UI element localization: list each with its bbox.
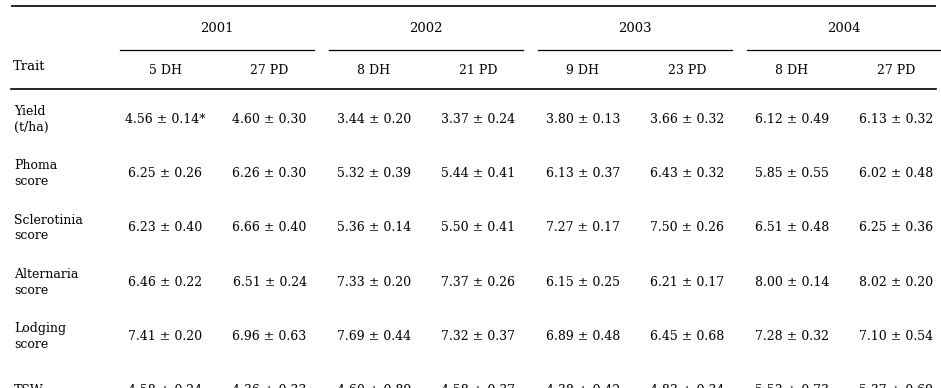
Text: 8.00 ± 0.14: 8.00 ± 0.14 (755, 276, 829, 289)
Text: 6.15 ± 0.25: 6.15 ± 0.25 (546, 276, 620, 289)
Text: Alternaria
score: Alternaria score (14, 268, 78, 296)
Text: 7.37 ± 0.26: 7.37 ± 0.26 (441, 276, 516, 289)
Text: 2002: 2002 (409, 22, 443, 35)
Text: 4.36 ± 0.33: 4.36 ± 0.33 (232, 385, 307, 388)
Text: 4.38 ± 0.42: 4.38 ± 0.42 (546, 385, 620, 388)
Text: 6.12 ± 0.49: 6.12 ± 0.49 (755, 113, 829, 126)
Text: 7.41 ± 0.20: 7.41 ± 0.20 (128, 330, 202, 343)
Text: 8 DH: 8 DH (775, 64, 808, 77)
Text: 3.44 ± 0.20: 3.44 ± 0.20 (337, 113, 411, 126)
Text: 6.46 ± 0.22: 6.46 ± 0.22 (128, 276, 202, 289)
Text: 6.13 ± 0.32: 6.13 ± 0.32 (859, 113, 933, 126)
Text: 6.51 ± 0.24: 6.51 ± 0.24 (232, 276, 307, 289)
Text: 4.60 ± 0.89: 4.60 ± 0.89 (337, 385, 411, 388)
Text: 6.25 ± 0.36: 6.25 ± 0.36 (859, 222, 933, 234)
Text: 6.89 ± 0.48: 6.89 ± 0.48 (546, 330, 620, 343)
Text: 6.25 ± 0.26: 6.25 ± 0.26 (128, 167, 202, 180)
Text: 6.66 ± 0.40: 6.66 ± 0.40 (232, 222, 307, 234)
Text: 7.27 ± 0.17: 7.27 ± 0.17 (546, 222, 620, 234)
Text: Yield
(t/ha): Yield (t/ha) (14, 105, 49, 133)
Text: 7.69 ± 0.44: 7.69 ± 0.44 (337, 330, 411, 343)
Text: 2003: 2003 (618, 22, 652, 35)
Text: 7.10 ± 0.54: 7.10 ± 0.54 (859, 330, 933, 343)
Text: 7.33 ± 0.20: 7.33 ± 0.20 (337, 276, 411, 289)
Text: 27 PD: 27 PD (250, 64, 289, 77)
Text: 9 DH: 9 DH (566, 64, 599, 77)
Text: 4.83 ± 0.34: 4.83 ± 0.34 (650, 385, 725, 388)
Text: Lodging
score: Lodging score (14, 322, 66, 351)
Text: 3.37 ± 0.24: 3.37 ± 0.24 (441, 113, 516, 126)
Text: 6.45 ± 0.68: 6.45 ± 0.68 (650, 330, 725, 343)
Text: 2001: 2001 (200, 22, 234, 35)
Text: 5.44 ± 0.41: 5.44 ± 0.41 (441, 167, 516, 180)
Text: 5.32 ± 0.39: 5.32 ± 0.39 (337, 167, 411, 180)
Text: 4.58 ± 0.37: 4.58 ± 0.37 (441, 385, 516, 388)
Text: 4.58 ± 0.24: 4.58 ± 0.24 (128, 385, 202, 388)
Text: 6.26 ± 0.30: 6.26 ± 0.30 (232, 167, 307, 180)
Text: 23 PD: 23 PD (668, 64, 707, 77)
Text: 5.85 ± 0.55: 5.85 ± 0.55 (755, 167, 829, 180)
Text: 6.13 ± 0.37: 6.13 ± 0.37 (546, 167, 620, 180)
Text: 4.56 ± 0.14*: 4.56 ± 0.14* (125, 113, 205, 126)
Text: 7.32 ± 0.37: 7.32 ± 0.37 (441, 330, 516, 343)
Text: 3.80 ± 0.13: 3.80 ± 0.13 (546, 113, 620, 126)
Text: 2004: 2004 (827, 22, 861, 35)
Text: 5.53 ± 0.73: 5.53 ± 0.73 (755, 385, 829, 388)
Text: 21 PD: 21 PD (459, 64, 498, 77)
Text: 6.23 ± 0.40: 6.23 ± 0.40 (128, 222, 202, 234)
Text: Phoma
score: Phoma score (14, 159, 57, 188)
Text: Trait: Trait (13, 61, 46, 73)
Text: 8.02 ± 0.20: 8.02 ± 0.20 (859, 276, 933, 289)
Text: 5.37 ± 0.69: 5.37 ± 0.69 (859, 385, 933, 388)
Text: 6.43 ± 0.32: 6.43 ± 0.32 (650, 167, 725, 180)
Text: 8 DH: 8 DH (358, 64, 391, 77)
Text: 4.60 ± 0.30: 4.60 ± 0.30 (232, 113, 307, 126)
Text: 5 DH: 5 DH (149, 64, 182, 77)
Text: 7.50 ± 0.26: 7.50 ± 0.26 (650, 222, 725, 234)
Text: 7.28 ± 0.32: 7.28 ± 0.32 (755, 330, 829, 343)
Text: 6.51 ± 0.48: 6.51 ± 0.48 (755, 222, 829, 234)
Text: 27 PD: 27 PD (877, 64, 916, 77)
Text: 5.36 ± 0.14: 5.36 ± 0.14 (337, 222, 411, 234)
Text: 6.96 ± 0.63: 6.96 ± 0.63 (232, 330, 307, 343)
Text: 6.21 ± 0.17: 6.21 ± 0.17 (650, 276, 725, 289)
Text: TSW: TSW (14, 385, 44, 388)
Text: 5.50 ± 0.41: 5.50 ± 0.41 (441, 222, 516, 234)
Text: 3.66 ± 0.32: 3.66 ± 0.32 (650, 113, 725, 126)
Text: Sclerotinia
score: Sclerotinia score (14, 214, 83, 242)
Text: 6.02 ± 0.48: 6.02 ± 0.48 (859, 167, 933, 180)
